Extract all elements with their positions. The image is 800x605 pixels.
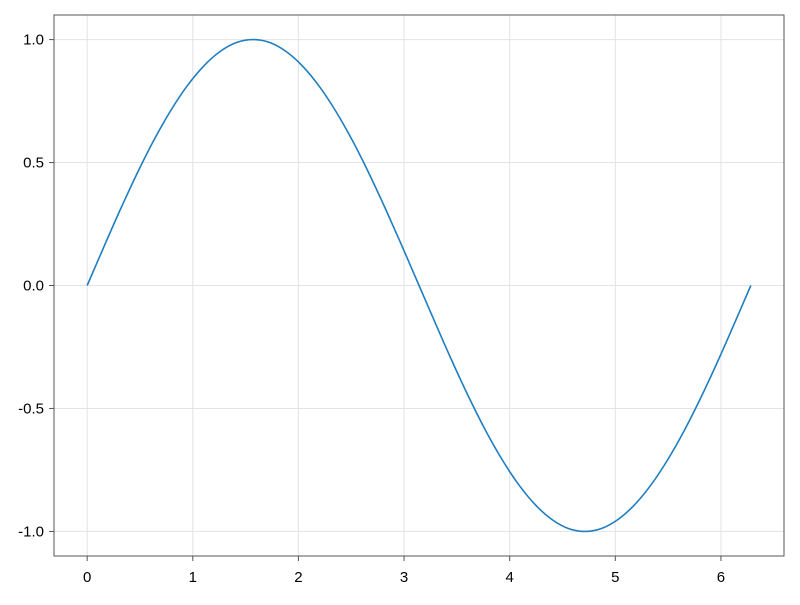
y-tick-label: 0.0 [23, 278, 44, 295]
x-tick-label: 6 [717, 569, 725, 586]
x-tick-label: 5 [611, 569, 619, 586]
x-tick-label: 0 [83, 569, 91, 586]
y-tick-label: -0.5 [18, 400, 44, 417]
grid-lines [54, 15, 784, 556]
series-layer [86, 38, 752, 533]
y-tick-label: 0.5 [23, 155, 44, 172]
x-tick-label: 1 [189, 569, 197, 586]
ticks-layer: 0 1 2 3 4 5 6 -1.0 -0.5 0.0 0.5 1.0 [18, 32, 725, 586]
sine-line [86, 38, 752, 533]
x-tick-label: 2 [294, 569, 302, 586]
x-tick-label: 3 [400, 569, 408, 586]
x-tick-label: 4 [506, 569, 514, 586]
y-tick-label: 1.0 [23, 32, 44, 49]
y-tick-label: -1.0 [18, 523, 44, 540]
